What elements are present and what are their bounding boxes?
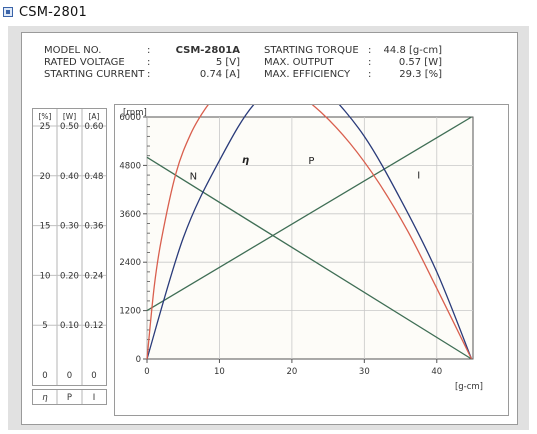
axis-tick-label: 0.30 [60,222,79,232]
current-value: 0.74 [A] [199,69,240,80]
axis-unit-header: [W] [63,112,76,121]
legend-symbol: I [93,393,96,403]
y-axis-label: [rpm] [123,108,147,118]
axis-tick-label: 0.60 [85,122,104,132]
voltage-value: 5 [V] [215,57,240,68]
axis-tick-label: 0.20 [60,271,79,281]
efficiency-label: MAX. EFFICIENCY [264,69,351,80]
series-label-speed: N [190,172,197,183]
axis-tick-label: 0 [67,371,72,381]
axis-tick-label: 5 [42,321,47,331]
torque-colon: : [368,45,372,56]
axis-tick-label: 0.12 [85,321,104,331]
axis-tick-label: 10 [40,271,51,281]
series-label-output: P [308,156,314,167]
axis-tick-label: 15 [40,222,51,232]
window-title-bar: CSM-2801 [3,4,87,20]
left-axis-table: [%] [W] [A] 25 0.50 0.60 20 0.40 0.48 15 0.30 0.36 1… [32,108,107,386]
axis-tick-label: 0.48 [85,172,104,182]
model-colon: : [147,45,151,56]
current-label: STARTING CURRENT [44,69,145,80]
axis-tick-label: 0.40 [60,172,79,182]
output-colon: : [368,57,372,68]
series-label-efficiency: η [242,155,249,166]
legend-symbol: P [67,393,72,403]
axis-tick-label: 0 [42,371,47,381]
x-tick-label: 20 [286,367,297,377]
axis-tick-label: 0 [91,371,96,381]
axis-tick-label: 25 [40,122,51,132]
chart-canvas: 0 10 20 30 40 0 1200 2400 3600 4800 6000[rpm] [g-cm… [119,74,483,392]
axis-tick-label: 0.36 [85,222,104,232]
torque-label: STARTING TORQUE [264,45,359,56]
series-line-current [146,116,472,312]
axis-unit-header: [%] [39,112,52,121]
series-label-current: I [417,170,420,181]
efficiency-colon: : [368,69,372,80]
x-tick-label: 30 [359,367,370,377]
axis-tick-label: 0.50 [60,122,79,132]
y-tick-label: 6000 [119,113,141,123]
y-tick-label: 4800 [119,161,141,171]
document-icon [3,7,13,17]
series-line-speed [146,156,472,360]
efficiency-value: 29.3 [%] [399,69,442,80]
axis-tick-label: 0.10 [60,321,79,331]
spec-card: MODEL NO. : CSM-2801A RATED VOLTAGE : 5 … [21,32,518,425]
torque-value: 44.8 [g-cm] [383,45,442,56]
model-value: CSM-2801A [175,45,240,56]
x-tick-label: 10 [214,367,225,377]
x-axis-label: [g-cm] [455,382,483,392]
spec-panel: MODEL NO. : CSM-2801A RATED VOLTAGE : 5 … [8,26,529,430]
x-tick-label: 0 [144,367,149,377]
x-tick-label: 40 [431,367,442,377]
voltage-colon: : [147,57,151,68]
left-axis-grid: [%] [W] [A] 25 0.50 0.60 20 0.40 0.48 15 0.30 0.36 1… [33,109,106,385]
axis-tick-label: 0.24 [85,271,104,281]
y-tick-label: 3600 [119,210,141,220]
output-value: 0.57 [W] [398,57,442,68]
model-label: MODEL NO. [44,45,102,56]
current-colon: : [147,69,151,80]
y-tick-label: 2400 [119,258,141,268]
y-tick-label: 1200 [119,307,141,317]
page-title: CSM-2801 [19,4,87,20]
plot-area [146,116,474,360]
axis-tick-label: 20 [40,172,51,182]
voltage-label: RATED VOLTAGE [44,57,125,68]
y-tick-label: 0 [136,355,141,365]
performance-chart: 0 10 20 30 40 0 1200 2400 3600 4800 6000 [rpm] [g-cm… [114,74,509,416]
legend-symbol: η [42,393,48,403]
output-label: MAX. OUTPUT [264,57,334,68]
axis-unit-header: [A] [89,112,100,121]
